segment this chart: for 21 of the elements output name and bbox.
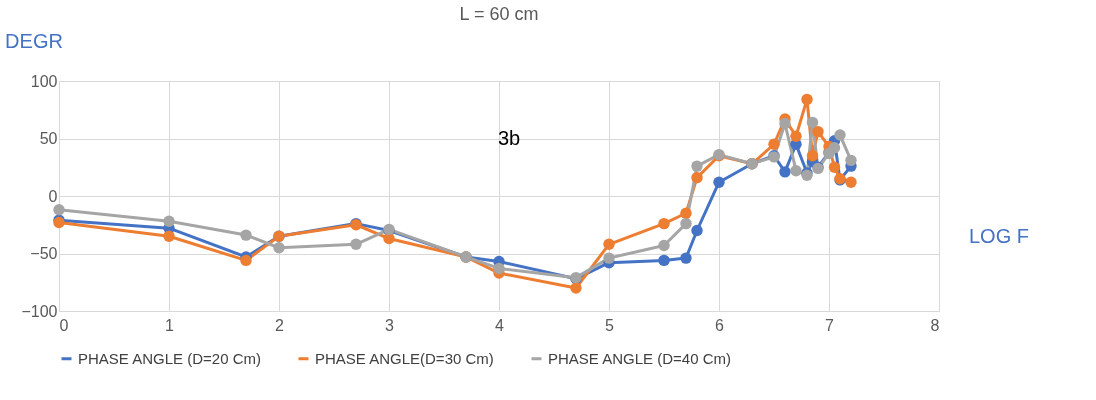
x-tick-label: 5 — [605, 316, 615, 334]
x-tick-label: 0 — [59, 316, 69, 334]
x-tick-label: 4 — [495, 316, 505, 334]
annotation: 3b — [497, 126, 521, 149]
legend-label: PHASE ANGLE (D=20 Cm) — [78, 349, 261, 367]
x-axis-title: LOG F — [968, 224, 1030, 247]
legend-label: PHASE ANGLE(D=30 Cm) — [315, 349, 494, 367]
x-tick-label: 1 — [165, 316, 175, 334]
y-axis-title: DEGR — [5, 29, 63, 52]
chart-title: L = 60 cm — [459, 3, 539, 24]
x-tick-label: 8 — [930, 316, 940, 334]
legend-label: PHASE ANGLE (D=40 Cm) — [548, 349, 731, 367]
x-tick-label: 7 — [825, 316, 835, 334]
x-tick-label: 6 — [715, 316, 725, 334]
y-tick-label: −50 — [30, 245, 58, 262]
y-tick-label: −100 — [21, 302, 58, 320]
y-tick-label: 0 — [48, 187, 58, 205]
y-tick-label: 50 — [39, 130, 58, 147]
x-tick-label: 3 — [385, 316, 395, 334]
x-tick-label: 2 — [275, 316, 285, 334]
y-tick-label: 100 — [30, 72, 58, 90]
